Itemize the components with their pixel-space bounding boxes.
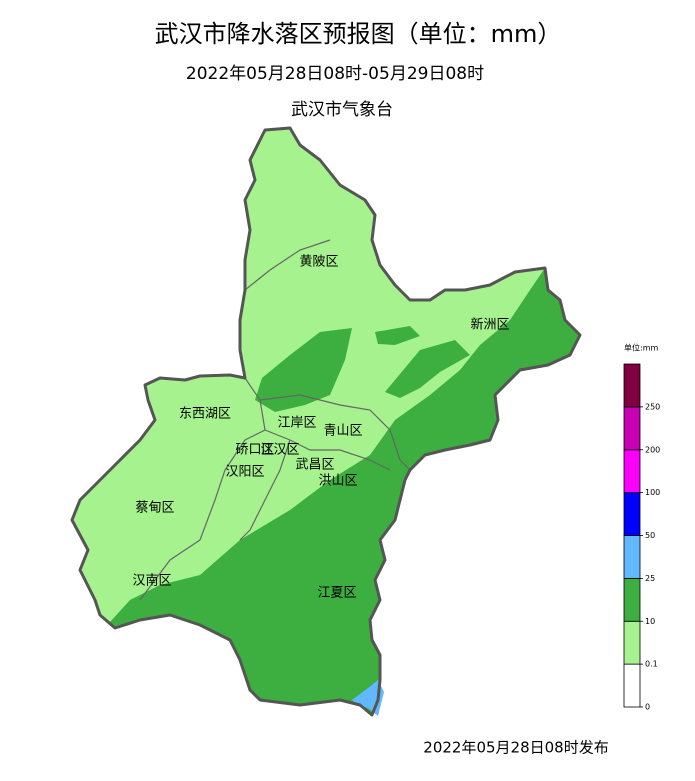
legend: 单位:mm 0 0.1 10 25 50 100 200 250 <box>623 343 660 712</box>
legend-tick-label: 10 <box>645 617 655 626</box>
boundary <box>264 429 391 471</box>
district-boundaries <box>139 239 411 601</box>
district-label: 洪山区 <box>318 474 357 489</box>
district-label: 东西湖区 <box>179 407 231 422</box>
legend-title: 单位:mm <box>624 343 658 353</box>
legend-tick-label: 250 <box>645 402 660 411</box>
map-title: 武汉市降水落区预报图（单位：mm） <box>155 20 562 48</box>
legend-swatch <box>623 577 641 622</box>
issuer: 武汉市气象台 <box>291 100 393 120</box>
region-light-rain <box>72 128 580 715</box>
district-label: 黄陂区 <box>299 254 338 270</box>
district-label: 新洲区 <box>470 317 509 333</box>
boundary <box>244 239 331 291</box>
district-label: 武昌区 <box>295 458 334 473</box>
legend-tick-label: 0.1 <box>645 660 658 669</box>
city-outline <box>70 126 582 717</box>
legend-tick-label: 0 <box>645 703 650 712</box>
legend-swatch <box>623 406 641 451</box>
forecast-period: 2022年05月28日08时-05月29日08时 <box>186 64 484 84</box>
district-label: 江夏区 <box>317 586 356 601</box>
legend-swatch <box>623 663 641 708</box>
district-label: 蔡甸区 <box>135 501 174 516</box>
legend-tick-label: 200 <box>645 445 660 454</box>
district-label: 江汉区 <box>260 443 299 458</box>
legend-tick-label: 50 <box>645 531 655 540</box>
legend-tick-label: 25 <box>645 574 655 583</box>
region-moderate-rain <box>110 268 580 715</box>
district-label: 江岸区 <box>277 416 316 431</box>
region-moderate-rain <box>385 340 470 398</box>
legend-tick-label: 100 <box>645 488 660 497</box>
release-time: 2022年05月28日08时发布 <box>423 739 608 757</box>
region-moderate-rain <box>255 328 352 412</box>
boundary <box>259 394 411 471</box>
district-label: 青山区 <box>323 424 362 439</box>
boundary <box>239 439 291 541</box>
district-label: 汉南区 <box>132 573 171 589</box>
region-moderate-rain <box>375 326 420 345</box>
legend-swatch <box>623 535 641 579</box>
boundary <box>139 377 266 601</box>
legend-swatch <box>623 449 641 494</box>
legend-swatch <box>623 363 641 408</box>
district-label: 硚口区 <box>235 443 274 458</box>
legend-swatch <box>623 492 641 536</box>
district-label: 汉阳区 <box>225 465 264 480</box>
legend-swatch <box>623 620 641 665</box>
